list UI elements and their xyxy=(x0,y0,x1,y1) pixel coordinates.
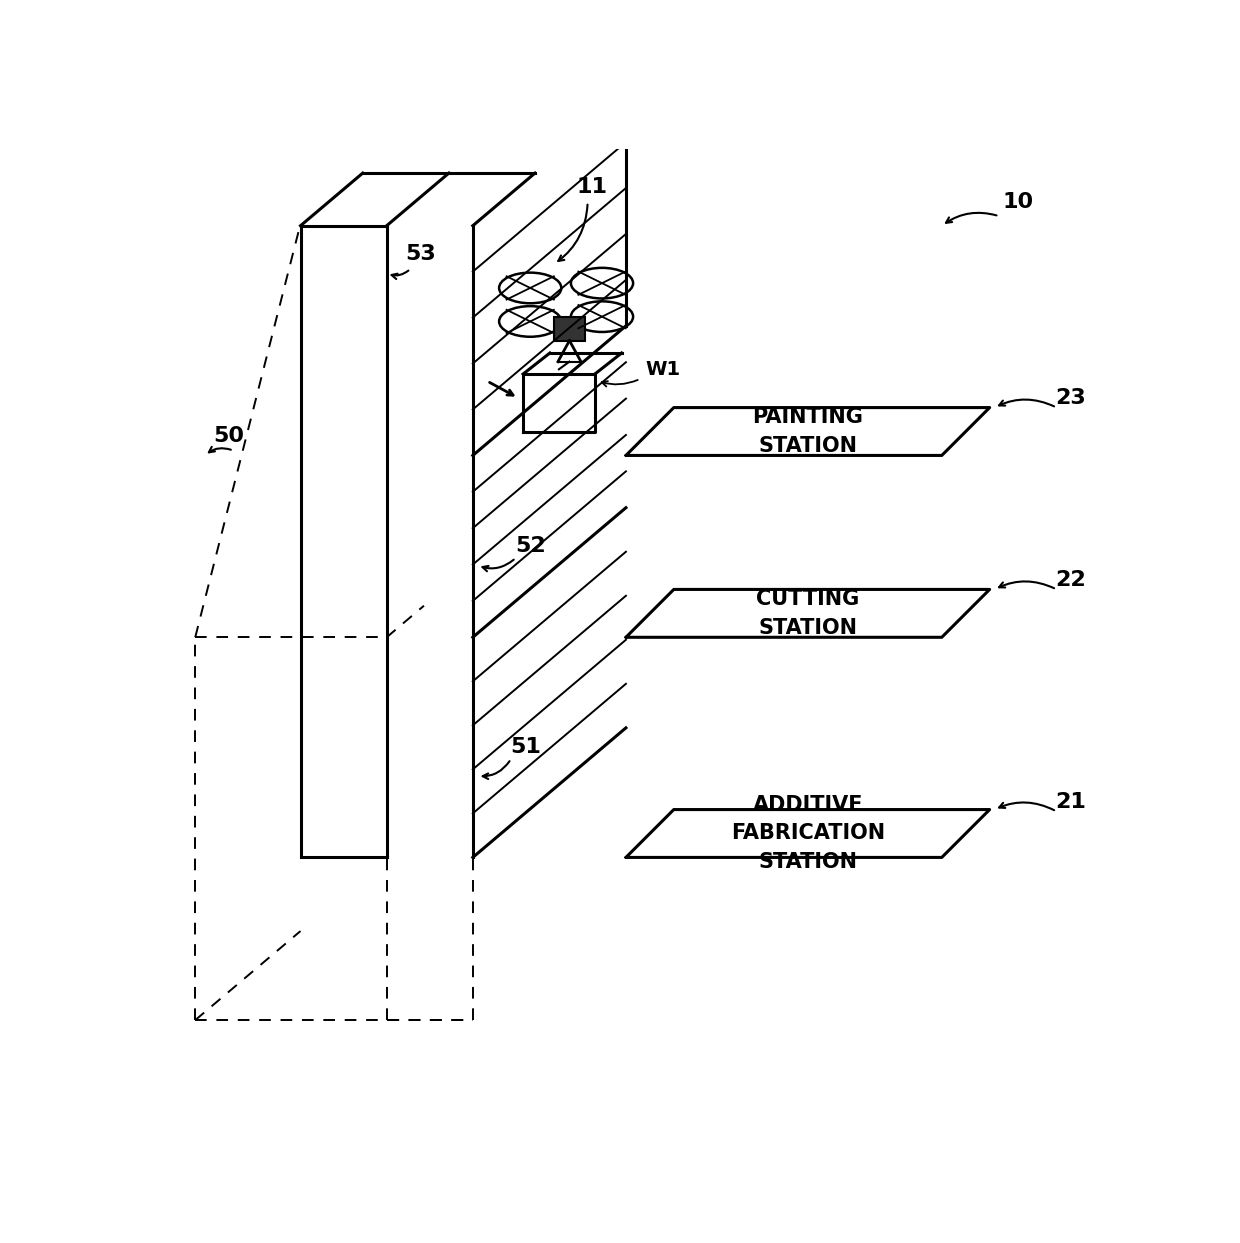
Text: 52: 52 xyxy=(515,537,546,557)
Text: CUTTING: CUTTING xyxy=(756,589,859,609)
Text: 21: 21 xyxy=(1055,792,1086,812)
Text: STATION: STATION xyxy=(759,853,857,873)
Text: ADDITIVE: ADDITIVE xyxy=(753,794,863,814)
Text: STATION: STATION xyxy=(759,618,857,638)
Text: W1: W1 xyxy=(645,359,681,379)
Text: 53: 53 xyxy=(404,245,435,265)
Text: PAINTING: PAINTING xyxy=(753,408,863,428)
Text: 11: 11 xyxy=(577,178,608,198)
Text: 50: 50 xyxy=(213,426,244,446)
Bar xyxy=(554,317,585,341)
Text: 10: 10 xyxy=(1003,191,1034,211)
Text: 51: 51 xyxy=(510,737,541,757)
Text: 22: 22 xyxy=(1055,569,1086,590)
Text: 23: 23 xyxy=(1055,388,1086,408)
Text: FABRICATION: FABRICATION xyxy=(730,824,885,844)
Text: STATION: STATION xyxy=(759,436,857,456)
